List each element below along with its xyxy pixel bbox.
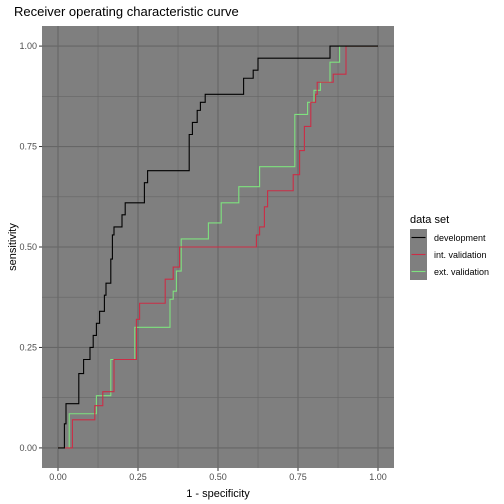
legend-label: ext. validation	[434, 267, 489, 277]
axis-ticks: 0.00 0.25 0.50 0.75 1.00 0.00 0.25 0.50 0.75 1.00	[19, 41, 386, 482]
roc-curves	[58, 45, 378, 449]
y-tick-label: 0.50	[19, 242, 37, 252]
roc-curve-development	[58, 45, 378, 449]
roc-curve-int-validation	[58, 45, 378, 449]
legend-label: int. validation	[434, 250, 487, 260]
legend-key	[410, 246, 427, 263]
chart-title: Receiver operating characteristic curve	[14, 4, 239, 19]
x-tick-label: 0.25	[129, 472, 147, 482]
x-axis-title: 1 - specificity	[186, 488, 250, 500]
x-tick-label: 0.00	[49, 472, 67, 482]
legend-key	[410, 263, 427, 280]
legend-label: development	[434, 233, 486, 243]
x-tick-label: 0.75	[289, 472, 307, 482]
y-tick-label: 0.25	[19, 342, 37, 352]
legend-items: development int. validation ext. validatio…	[410, 229, 489, 280]
y-tick-label: 1.00	[19, 41, 37, 51]
legend-title: data set	[410, 214, 449, 226]
y-axis-title: sensitivity	[7, 223, 19, 271]
legend-key	[410, 229, 427, 246]
x-tick-label: 0.50	[209, 472, 227, 482]
y-tick-label: 0.00	[19, 443, 37, 453]
x-tick-label: 1.00	[369, 472, 387, 482]
legend: data set development int. validation ext. …	[410, 214, 489, 280]
y-tick-label: 0.75	[19, 142, 37, 152]
